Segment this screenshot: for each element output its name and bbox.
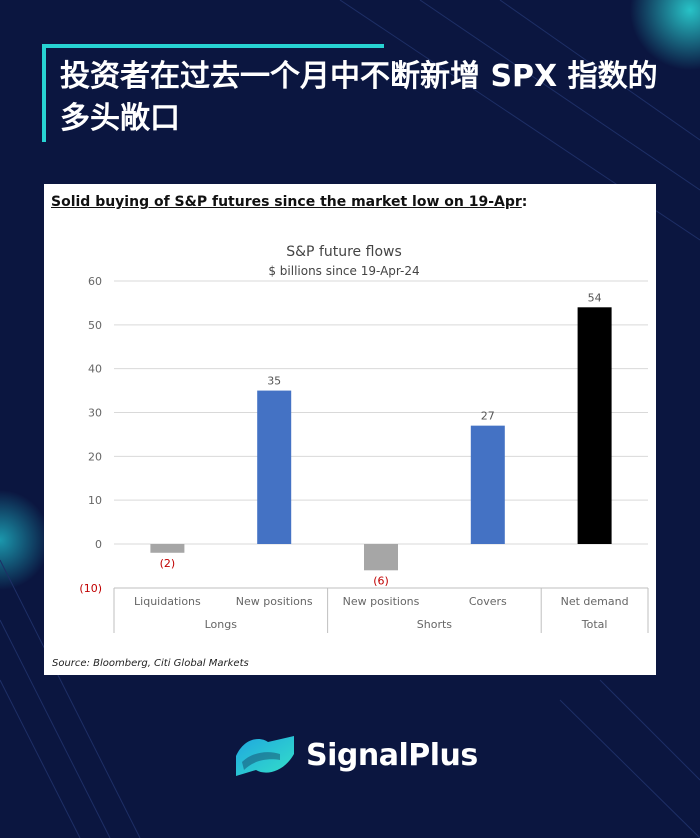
group-label: Shorts [417,618,453,631]
chart-card: Solid buying of S&P futures since the ma… [44,184,656,675]
signalplus-logo: SignalPlus [234,732,478,780]
chart-card-heading-suffix: : [521,194,528,210]
y-tick-label: 40 [88,363,102,376]
x-tick-label: New positions [236,595,313,608]
signalplus-logo-icon [236,736,294,776]
data-label: (2) [160,557,176,570]
x-tick-label: New positions [343,595,420,608]
bar [364,544,398,571]
chart-card-heading-text: Solid buying of S&P futures since the ma… [51,194,522,210]
bar [470,425,505,544]
chart-subtitle: $ billions since 19-Apr-24 [268,264,420,278]
bar [577,307,612,544]
bar [150,544,185,553]
bar-chart: (10) 0 10 20 30 40 50 60 (2) 35 (6) 27 54 Liquidation… [79,275,649,633]
data-label: (6) [373,574,389,587]
title-accent-line [42,44,46,142]
source-note: Source: Bloomberg, Citi Global Markets [52,658,249,669]
x-tick-label: Liquidations [134,595,201,608]
y-tick-label: 20 [88,450,102,463]
group-label: Total [581,618,608,631]
data-label: 54 [588,291,602,304]
x-tick-label: Covers [469,595,507,608]
chart-title: S&P future flows [286,244,402,260]
title-accent-bar [42,44,384,48]
y-tick-label: 30 [88,407,102,420]
data-label: 35 [267,375,281,388]
y-tick-label: (10) [79,582,102,595]
y-tick-label: 60 [88,275,102,288]
page-title: 投资者在过去一个月中不断新增 SPX 指数的多头敞口 [60,59,658,136]
chart-card-heading: Solid buying of S&P futures since the ma… [51,194,527,210]
brand-name: SignalPlus [306,738,478,773]
y-tick-label: 10 [88,494,102,507]
x-tick-label: Net demand [561,595,629,608]
data-label: 27 [481,410,495,423]
y-tick-label: 50 [88,319,102,332]
y-tick-label: 0 [95,538,102,551]
group-label: Longs [205,618,238,631]
bar [257,390,292,544]
